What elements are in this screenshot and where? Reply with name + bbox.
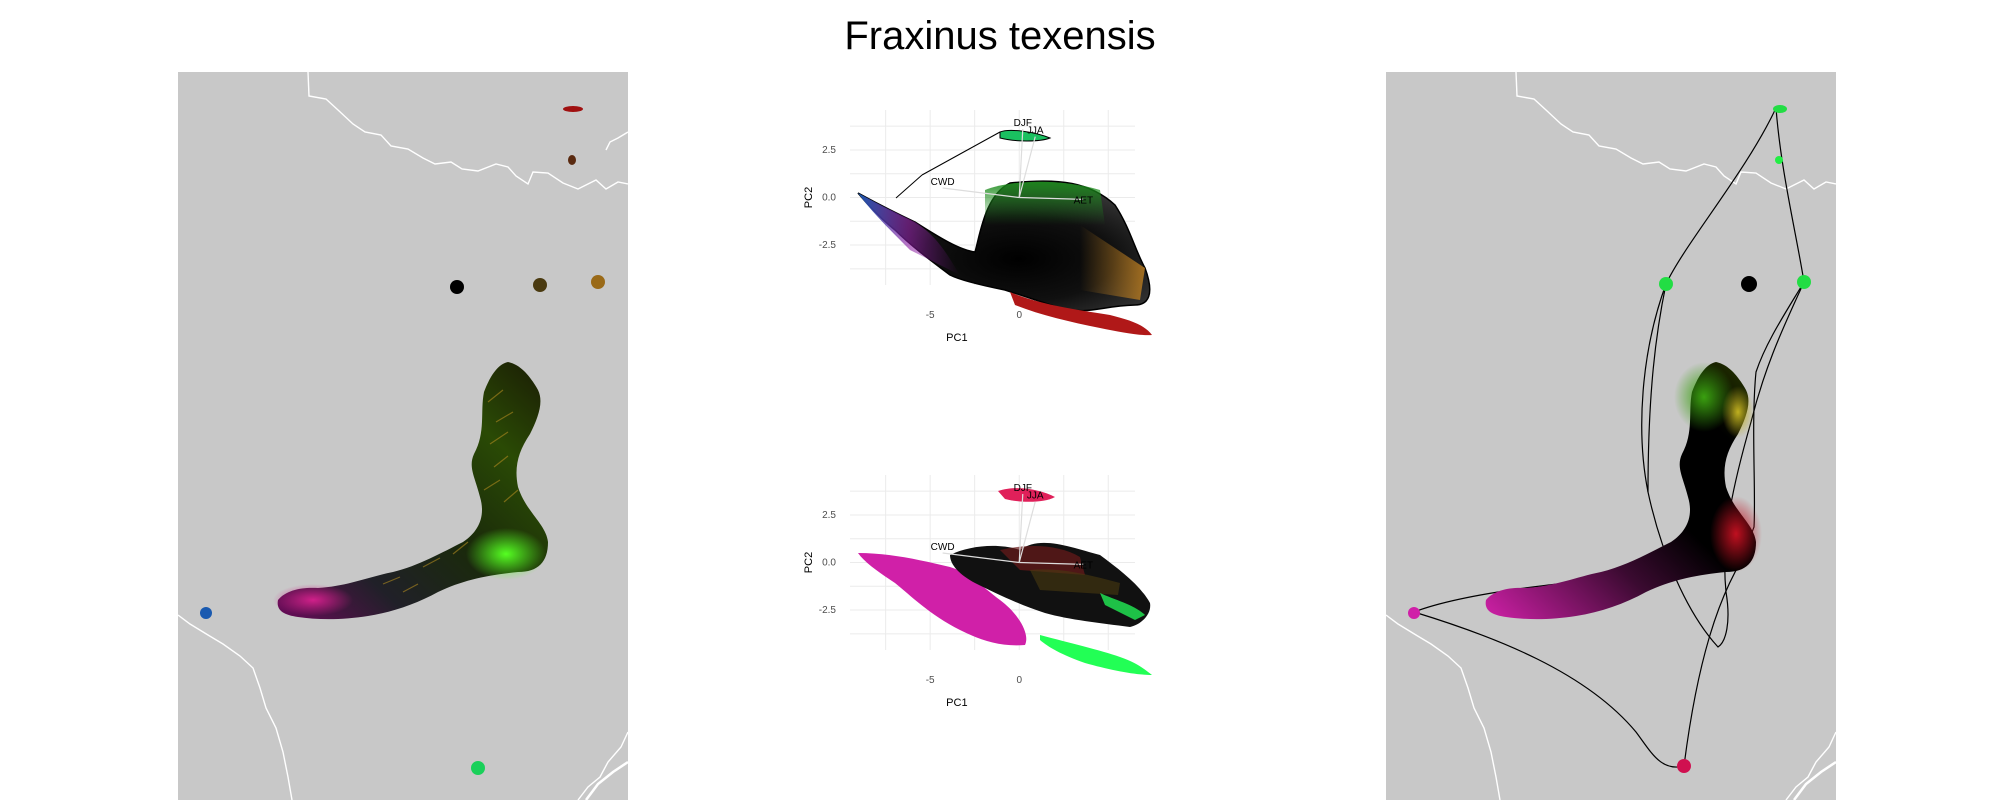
pca-bottom-point-cloud (858, 488, 1152, 675)
y-tick-label: 2.5 (822, 145, 836, 156)
y-tick-label: 0.0 (822, 558, 836, 569)
point-green-small (1775, 156, 1783, 164)
y-tick-label: -2.5 (819, 240, 837, 251)
vector-label: AET (1074, 195, 1093, 206)
vector-label: CWD (931, 177, 955, 188)
y-tick-label: 2.5 (822, 510, 836, 521)
point-red (1677, 759, 1691, 773)
x-tick-label: 0 (1016, 675, 1022, 686)
x-axis-title: PC1 (946, 332, 967, 344)
point-black (450, 280, 464, 294)
pca-bottom-magenta-cloud (858, 553, 1027, 646)
range-fragment-red (563, 106, 583, 112)
map-right (1386, 72, 1836, 800)
point-green-right (1797, 275, 1811, 289)
range-texture-left (382, 389, 519, 593)
point-green-left (1659, 277, 1673, 291)
range-body-right (1485, 362, 1756, 620)
point-magenta (1408, 607, 1420, 619)
loading-vector (1019, 561, 1084, 566)
vector-label: CWD (931, 542, 955, 553)
loading-vector (942, 552, 1020, 564)
pca-bottom-panel: DJF JJA CWD AET -5 0 2.5 0.0 -2.5 PC1 PC2 (800, 475, 1220, 765)
point-green (471, 761, 485, 775)
point-olive (533, 278, 547, 292)
x-tick-label: -5 (926, 675, 935, 686)
hull-outline (1413, 105, 1805, 768)
y-axis-title: PC2 (803, 552, 815, 573)
y-axis-title: PC2 (803, 187, 815, 208)
loading-vector (1018, 493, 1024, 563)
vector-label: JJA (1027, 491, 1044, 502)
point-black (1741, 276, 1757, 292)
pca-top-red-tail (1010, 292, 1152, 336)
vector-label: JJA (1027, 126, 1044, 137)
loading-vector (1018, 128, 1024, 198)
x-axis-title: PC1 (946, 697, 967, 709)
pca-top-green-blob (999, 129, 1052, 142)
point-orange (591, 275, 605, 289)
range-fragment-green (1773, 105, 1787, 113)
x-tick-label: 0 (1016, 310, 1022, 321)
chart-title: Fraxinus texensis (844, 14, 1156, 58)
map-left (178, 72, 628, 800)
pca-top-point-cloud (857, 129, 1152, 336)
pca-bottom-pink-blob (998, 488, 1055, 502)
pca-bottom-green-tail (1040, 635, 1152, 675)
state-border-lines (1386, 72, 1836, 800)
state-border-lines (178, 72, 628, 800)
vector-label: DJF (1014, 483, 1032, 494)
loading-vector (1019, 196, 1084, 201)
y-tick-label: -2.5 (819, 605, 837, 616)
x-tick-label: -5 (926, 310, 935, 321)
range-fragment-brown (568, 155, 576, 165)
vector-label: DJF (1014, 118, 1032, 129)
loading-vector (1018, 501, 1036, 563)
loading-vector (1018, 136, 1036, 198)
range-body-left (277, 362, 548, 620)
vector-label: AET (1074, 560, 1093, 571)
pca-top-axes: -5 0 2.5 0.0 -2.5 PC1 PC2 (803, 145, 1022, 344)
loading-vector (942, 187, 1020, 199)
pca-bottom-axes: -5 0 2.5 0.0 -2.5 PC1 PC2 (803, 510, 1022, 709)
point-blue (200, 607, 212, 619)
y-tick-label: 0.0 (822, 193, 836, 204)
pca-top-panel: DJF JJA CWD AET -5 0 2.5 0.0 -2.5 PC1 PC2 (800, 110, 1220, 400)
